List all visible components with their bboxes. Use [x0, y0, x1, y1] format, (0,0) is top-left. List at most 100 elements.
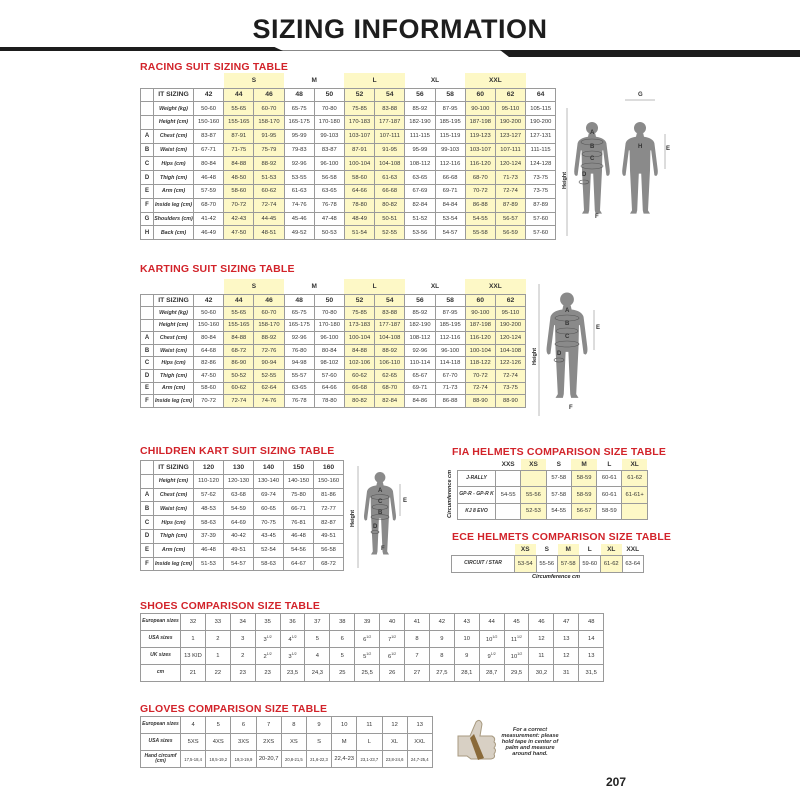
table-cell: 23	[229, 664, 256, 682]
ece-helmets-title: ECE HELMETS COMPARISON SIZE TABLE	[452, 531, 672, 543]
size-header: L	[587, 545, 592, 553]
table-cell: 104-108	[494, 343, 527, 358]
table-row: F Inside leg (cm) 68-70 70-72 72-74 74-76 76-7…	[140, 197, 557, 213]
table-cell: 3XS	[230, 733, 257, 751]
table-cell: 7	[255, 716, 282, 734]
table-row: USA sizes 5XS 4XS 3XS 2XS XS S M L XL XXL	[140, 733, 433, 751]
table-cell: 48-53	[193, 501, 224, 517]
blank-cell	[458, 459, 496, 470]
size-header: 62	[494, 293, 527, 308]
table-cell: 100-104	[464, 343, 496, 358]
table-cell: 76-81	[283, 515, 314, 530]
size-header: 60	[464, 293, 496, 308]
table-cell: 13	[406, 716, 433, 734]
table-cell: 41	[404, 613, 430, 631]
table-cell: 118-122	[464, 356, 496, 371]
table-cell: 75-80	[283, 487, 314, 503]
table-cell: 177-187	[374, 318, 406, 333]
label-e: E	[403, 498, 408, 504]
measure-letter: B	[140, 343, 154, 358]
label-height: Height	[562, 171, 568, 189]
table-row: GP-R - GP-R K 54-55 55-56 57-58 58-59 60-61 61…	[457, 486, 648, 504]
table-cell: 13 KID	[180, 647, 206, 665]
table-cell: 72-74	[223, 394, 255, 408]
table-cell: 92-96	[404, 343, 436, 358]
table-cell: 23,5	[279, 664, 306, 682]
row-label: Hand circumf (cm)	[140, 750, 181, 768]
header-row: IT SIZING 42 44 46 48 50 52 54 56 58 60 62 64	[140, 87, 557, 103]
measure-letter	[140, 101, 154, 117]
table-cell: 24,3	[304, 664, 331, 682]
table-cell: 91/2	[478, 647, 505, 665]
table-cell: 124-128	[525, 156, 557, 172]
table-cell: 9	[453, 647, 480, 665]
table-cell: 52-53	[520, 502, 547, 520]
size-header: 42	[192, 293, 225, 308]
size-header: 48	[283, 293, 315, 308]
table-cell: 2XS	[255, 733, 282, 751]
table-cell: 58-60	[343, 170, 376, 186]
table-row: E Arm (cm) 57-59 58-60 60-62 61-63 63-65 64-66 6…	[140, 184, 557, 199]
table-cell: 76-78	[283, 394, 315, 408]
size-header: 130	[223, 460, 254, 475]
measure-label: Weight (kg)	[153, 306, 194, 320]
table-cell: 66-68	[374, 184, 406, 199]
table-cell: 1	[204, 647, 231, 665]
measure-label: Chest (cm)	[153, 128, 194, 144]
table-cell: 12	[553, 647, 580, 665]
table-cell: 87-91	[223, 128, 255, 144]
table-cell: 102-106	[343, 356, 376, 371]
label-c: C	[378, 499, 383, 505]
helmet-model-label: KJ 8 EVO	[457, 502, 496, 520]
table-cell: 104-108	[374, 331, 406, 345]
table-cell: 41-42	[192, 211, 225, 227]
table-cell: 87-95	[434, 101, 466, 117]
table-cell: 53-56	[404, 225, 436, 241]
table-cell: 57-59	[192, 184, 225, 199]
table-cell: 20,8-21,5	[280, 750, 307, 768]
thumbs-up-icon	[452, 716, 498, 762]
table-cell: 72-74	[253, 197, 285, 213]
table-cell: 80-84	[192, 156, 225, 172]
measure-letter: A	[140, 487, 154, 503]
table-cell: 47-50	[192, 369, 225, 383]
table-cell: 56-59	[494, 225, 527, 241]
size-header: S	[556, 460, 561, 468]
table-cell: 55-56	[520, 486, 547, 504]
table-row: Hand circumf (cm) 17,5-18,4 18,5-19,2 19,3-…	[140, 750, 433, 768]
size-group-label: S	[223, 73, 285, 88]
table-cell: 86-88	[434, 394, 466, 408]
helmet-model-label: GP-R - GP-R K	[457, 486, 496, 504]
table-cell: 123-127	[494, 128, 527, 144]
table-cell: 4	[304, 647, 331, 665]
table-cell: 190-200	[494, 318, 527, 333]
table-cell: 92-96	[283, 331, 315, 345]
table-cell: 54-57	[434, 225, 466, 241]
table-cell: 6	[329, 630, 356, 648]
table-cell: 49-51	[223, 542, 254, 558]
blank-cell	[141, 73, 154, 88]
table-cell: 46-48	[283, 528, 314, 544]
table-cell: 83-87	[313, 142, 345, 158]
table-cell: 72-74	[494, 369, 527, 383]
table-cell: 88-92	[374, 343, 406, 358]
table-cell: 55-65	[223, 101, 255, 117]
row-label: European sizes	[140, 613, 181, 631]
table-cell: 6	[230, 716, 257, 734]
table-cell: 70-72	[464, 369, 496, 383]
table-cell: 53-55	[283, 170, 315, 186]
table-cell: 150-160	[192, 318, 225, 333]
table-row: C Hips (cm) 80-84 84-88 88-92 92-96 96-100 100-…	[140, 156, 557, 172]
page-title: SIZING INFORMATION	[252, 14, 548, 44]
table-cell: 84-88	[223, 156, 255, 172]
table-cell: 57-60	[313, 369, 345, 383]
table-cell: 27,5	[428, 664, 455, 682]
table-cell: 60-61	[596, 469, 623, 487]
table-cell: 71-73	[434, 381, 466, 396]
table-cell: 80-84	[192, 331, 225, 345]
row-label: USA sizes	[140, 733, 181, 751]
table-cell: 37	[304, 613, 331, 631]
table-cell: 58-63	[193, 515, 224, 530]
table-row: A Chest (cm) 57-62 63-68 69-74 75-80 81-86	[140, 487, 344, 503]
table-row: C Hips (cm) 82-86 86-90 90-94 94-98 98-102 102-…	[140, 356, 527, 371]
